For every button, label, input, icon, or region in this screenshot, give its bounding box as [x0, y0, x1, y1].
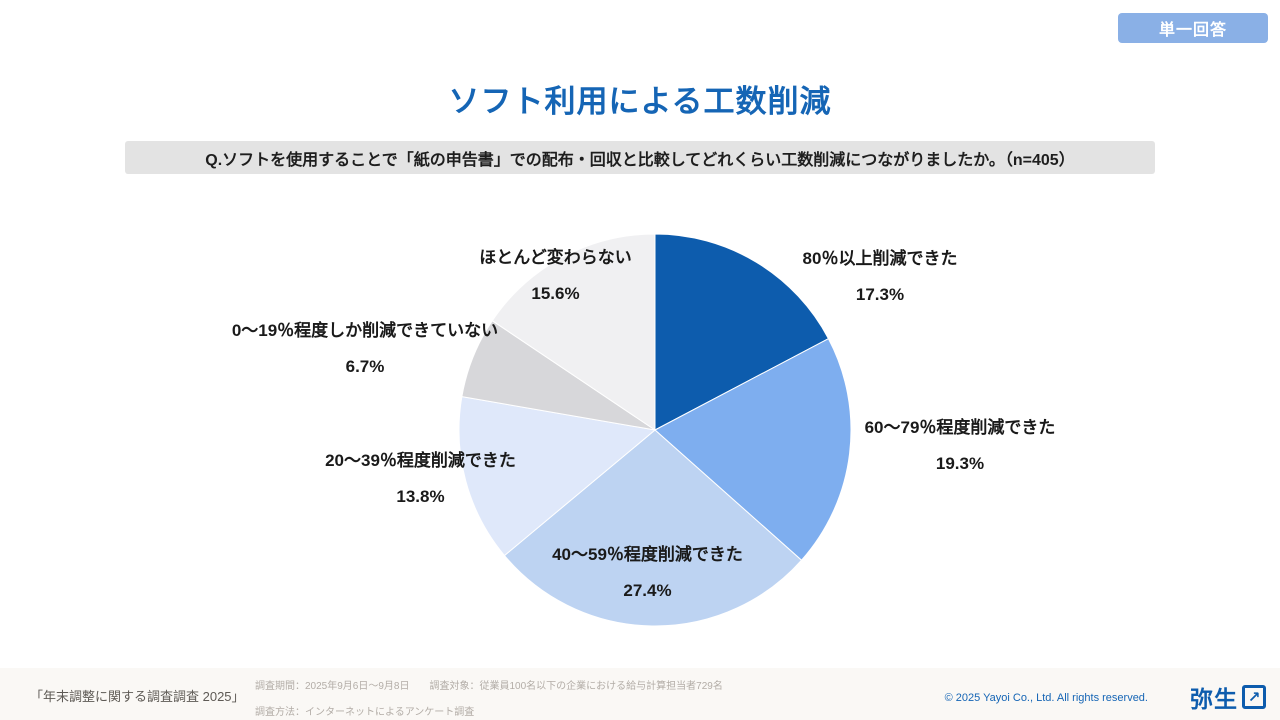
copyright-text: © 2025 Yayoi Co., Ltd. All rights reserv… [944, 692, 1148, 704]
pie-label-value: 15.6% [531, 284, 580, 303]
footer: 「年末調整に関する調査調査 2025」 調査期間：2025年9月6日～9月8日 … [0, 668, 1280, 720]
pie-label-0-19: 0〜19％程度しか削減できていない 6.7% [205, 320, 525, 378]
pie-label-nochange: ほとんど変わらない 15.6% [413, 247, 698, 305]
answer-type-badge: 単一回答 [1118, 13, 1268, 43]
pie-label-text: 40〜59％程度削減できた [552, 545, 743, 564]
pie-label-value: 6.7% [345, 357, 385, 376]
pie-label-text: 0〜19％程度しか削減できていない [231, 321, 499, 340]
pie-label-value: 19.3% [935, 454, 985, 473]
question-banner: Q.ソフトを使用することで「紙の申告書」での配布・回収と比較してどれくらい工数削… [125, 141, 1155, 174]
pie-label-60-79: 60〜79％程度削減できた 19.3% [815, 417, 1105, 475]
survey-details-line2: 調査方法：インターネットによるアンケート調査 [255, 707, 475, 718]
pie-slice [503, 429, 803, 627]
yayoi-logo-text: 弥生 [1190, 686, 1238, 712]
pie-chart-svg [458, 233, 852, 627]
pie-slice [458, 396, 657, 557]
survey-details-line1: 調査期間：2025年9月6日～9月8日 調査対象：従業員100名以下の企業におけ… [255, 681, 723, 692]
pie-label-20-39: 20〜39％程度削減できた 13.8% [278, 450, 563, 508]
pie-label-value: 17.3% [855, 285, 905, 304]
pie-label-text: 20〜39％程度削減できた [325, 451, 516, 470]
pie-slice [491, 233, 656, 431]
pie-label-value: 13.8% [396, 487, 445, 506]
arrow-up-right-icon: ↗ [1242, 685, 1266, 709]
pie-chart [458, 233, 852, 627]
pie-label-text: 80％以上削減できた [802, 249, 958, 268]
question-text: Q.ソフトを使用することで「紙の申告書」での配布・回収と比較してどれくらい工数削… [205, 151, 1075, 169]
pie-slice [654, 233, 830, 431]
survey-source-label: 「年末調整に関する調査調査 2025」 [30, 689, 245, 704]
pie-label-text: 60〜79％程度削減できた [864, 418, 1056, 437]
survey-details: 調査期間：2025年9月6日～9月8日 調査対象：従業員100名以下の企業におけ… [255, 680, 723, 719]
pie-label-80plus: 80％以上削減できた 17.3% [740, 248, 1020, 306]
pie-label-40-59: 40〜59％程度削減できた 27.4% [505, 544, 790, 602]
answer-type-badge-label: 単一回答 [1158, 22, 1227, 39]
page-title: ソフト利用による工数削減 [448, 84, 832, 119]
pie-slice [654, 337, 852, 561]
yayoi-logo: 弥生 ↗ [1190, 680, 1266, 714]
pie-label-text: ほとんど変わらない [479, 248, 632, 267]
pie-label-value: 27.4% [623, 581, 672, 600]
